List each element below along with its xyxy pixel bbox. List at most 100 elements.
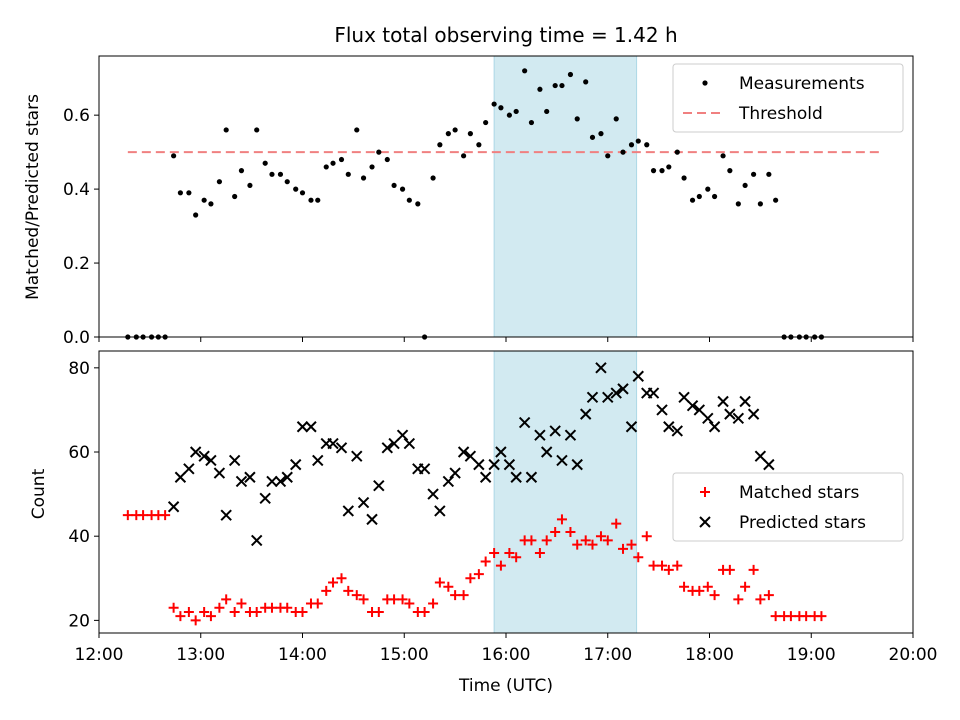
measurement-point [345,171,351,177]
matched-star-point [495,560,506,571]
predicted-star-point [518,416,531,429]
measurement-point [598,131,604,137]
count-legend: Matched stars Predicted stars [672,472,904,542]
measurement-point [727,168,733,174]
measurement-point [605,153,611,159]
matched-star-point [580,535,591,546]
count-series [122,510,827,626]
ratio-y-tick-label: 0.0 [63,328,90,348]
x-tick-label: 16:00 [482,645,531,665]
count-y-tick-label: 80 [68,359,90,379]
matched-star-point [428,598,439,609]
measurement-point [216,179,223,185]
measurement-point [201,197,207,203]
matched-star-point [702,581,713,592]
predicted-star-point [174,471,187,483]
predicted-star-point [259,492,271,505]
x-tick-label: 13:00 [176,645,225,665]
measurement-point [186,190,192,196]
measurement-point [674,149,680,155]
measurement-point [360,175,367,181]
measurement-point [506,112,512,118]
predicted-star-point [213,467,226,479]
measurement-point [399,186,406,192]
matched-star-point [205,611,216,622]
predicted-star-point [434,505,446,517]
predicted-star-point [571,458,583,471]
matched-star-point [160,510,171,521]
matched-star-point [168,602,179,613]
predicted-star-point [579,408,592,420]
predicted-star-point [625,421,638,433]
matched-star-point [214,602,225,613]
legend-box [672,63,904,133]
matched-star-point [236,598,247,609]
predicted-star-point [403,437,416,450]
matched-star-point [343,585,354,596]
measurement-point [513,108,519,115]
matched-star-point [565,526,576,537]
matched-star-point [755,594,766,605]
predicted-star-point [305,421,317,433]
chart-title: Flux total observing time = 1.42 h [334,23,677,47]
x-tick-label: 15:00 [380,645,429,665]
measurement-point [766,171,772,177]
measurement-point [277,171,284,177]
measurement-point [437,142,443,148]
measurement-point [467,131,473,137]
matched-star-point [404,598,415,609]
matched-star-point [373,606,384,617]
measurement-point [773,197,779,203]
matched-star-point [190,615,201,626]
predicted-star-point [205,454,217,467]
measurement-point [323,164,329,170]
predicted-star-point [564,429,577,441]
measurement-point [635,138,641,144]
measurement-point [223,127,229,133]
matched-star-point [595,531,606,542]
measurement-point [171,153,177,159]
predicted-star-point [708,421,721,433]
measurement-point [750,171,757,177]
matched-star-point [556,514,567,525]
measurement-point [406,197,412,203]
predicted-star-point [189,446,202,458]
predicted-star-point [198,450,210,462]
legend-matched-marker [700,487,710,497]
predicted-star-point [396,429,409,441]
measurement-point [247,182,253,189]
matched-star-point [419,606,430,617]
measurement-point [583,79,589,85]
matched-star-point [618,543,629,554]
matched-star-point [648,560,659,571]
predicted-star-point [602,391,614,404]
matched-star-point [511,552,522,563]
measurement-point [315,197,321,203]
matched-star-point [748,564,759,575]
predicted-star-point [540,446,553,458]
matched-star-point [328,577,339,588]
predicted-star-point [327,437,339,450]
ratio-y-axis-label: Matched/Predicted stars [23,94,43,300]
predicted-star-point [342,505,354,517]
predicted-star-point [220,509,232,521]
count-y-tick-label: 20 [68,611,90,631]
measurement-point [391,182,397,189]
matched-star-point [221,594,232,605]
measurement-point [628,142,635,148]
x-tick-label: 19:00 [787,645,836,665]
matched-star-point [740,581,751,592]
predicted-star-point [556,454,568,467]
predicted-star-point [693,404,706,416]
measurement-point [452,127,458,133]
predicted-star-point [479,471,492,483]
predicted-star-point [457,446,470,458]
measurement-point [232,193,238,200]
measurement-point [705,186,711,192]
matched-star-point [480,556,491,567]
ratio-y-tick-label: 0.6 [63,106,90,126]
legend-entry-label: Matched stars [739,483,859,503]
matched-star-point [297,606,308,617]
measurement-point [491,101,497,107]
